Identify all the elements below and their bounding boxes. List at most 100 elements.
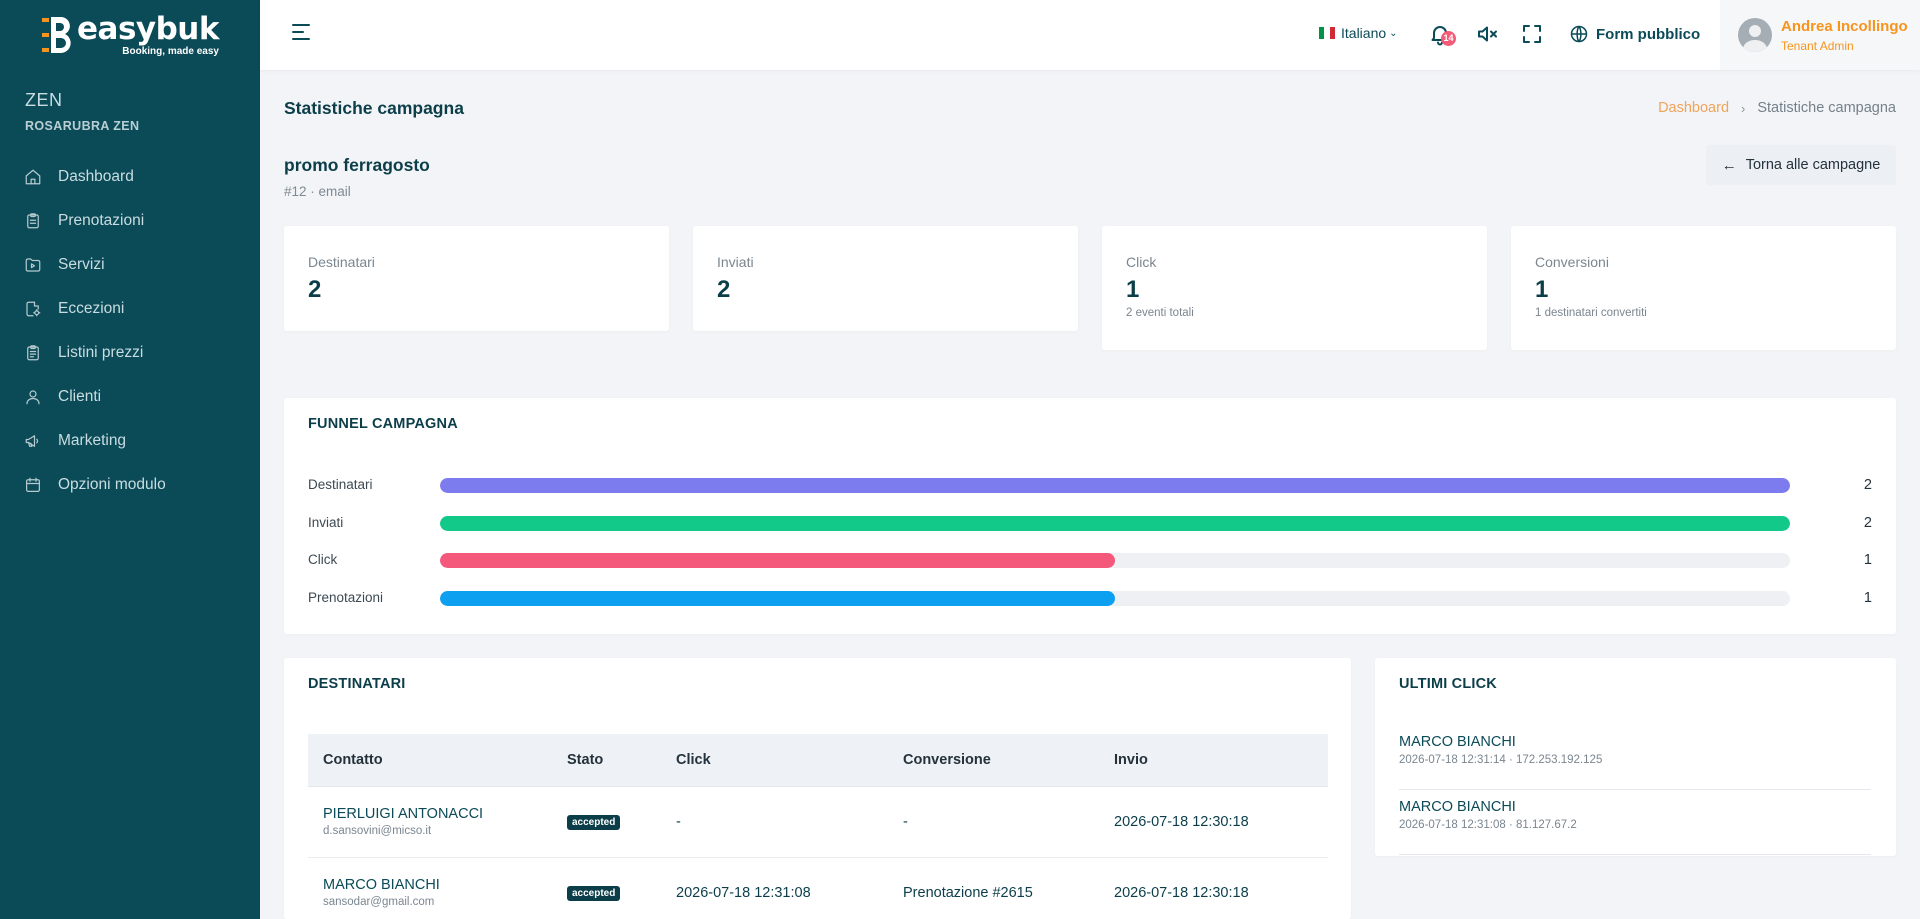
last-clicks-card: ULTIMI CLICK MARCO BIANCHI 2026-07-18 12…: [1375, 658, 1896, 856]
column-header[interactable]: Invio: [1099, 734, 1328, 787]
sidebar-item-listini-prezzi[interactable]: Listini prezzi: [0, 331, 260, 375]
sidebar-item-label: Eccezioni: [58, 300, 125, 317]
contact-name[interactable]: PIERLUIGI ANTONACCI: [323, 806, 484, 822]
contact-name[interactable]: MARCO BIANCHI: [323, 877, 440, 893]
table-row: PIERLUIGI ANTONACCI d.sansovini@micso.it…: [308, 786, 1328, 858]
column-header[interactable]: Click: [661, 734, 888, 787]
sidebar-item-marketing[interactable]: Marketing: [0, 419, 260, 463]
stat-label: Destinatari: [308, 254, 375, 270]
menu-toggle-icon[interactable]: [292, 24, 314, 46]
stat-label: Inviati: [717, 254, 754, 270]
notifications-badge: 14: [1441, 31, 1456, 46]
stat-label: Conversioni: [1535, 254, 1609, 270]
list-item: MARCO BIANCHI 2026-07-18 12:31:14 · 172.…: [1399, 732, 1871, 790]
folder-play-icon: [25, 258, 41, 272]
breadcrumb: Dashboard › Statistiche campagna: [1658, 100, 1896, 116]
sidebar-item-prenotazioni[interactable]: Prenotazioni: [0, 199, 260, 243]
column-header[interactable]: Contatto: [308, 734, 552, 787]
funnel-row-prenotazioni: Prenotazioni 1: [308, 588, 1872, 608]
funnel-value: 2: [1863, 477, 1872, 493]
brand-tagline: Booking, made easy: [122, 46, 219, 57]
sidebar-item-label: Listini prezzi: [58, 344, 144, 361]
campaign-name: promo ferragosto: [284, 155, 430, 175]
notifications-button[interactable]: 14: [1428, 22, 1456, 48]
funnel-value: 1: [1863, 590, 1872, 606]
stat-card-destinatari: Destinatari 2: [284, 226, 669, 331]
funnel-label: Prenotazioni: [308, 590, 384, 605]
stat-subtext: 1 destinatari convertiti: [1535, 307, 1647, 319]
breadcrumb-current: Statistiche campagna: [1757, 100, 1896, 116]
funnel-row-destinatari: Destinatari 2: [308, 475, 1872, 495]
sidebar-item-dashboard[interactable]: Dashboard: [0, 155, 260, 199]
sidebar-item-label: Servizi: [58, 256, 105, 273]
user-role: Tenant Admin: [1781, 38, 1854, 53]
user-name: Andrea Incollingo: [1781, 17, 1908, 35]
back-to-campaigns-button[interactable]: ← Torna alle campagne: [1706, 145, 1896, 185]
sidebar-item-label: Dashboard: [58, 168, 134, 185]
volume-mute-icon: [1478, 26, 1497, 42]
conversion-cell: -: [888, 786, 1099, 858]
megaphone-icon: [25, 435, 39, 447]
home-icon: [25, 169, 41, 185]
calendar-icon: [26, 477, 40, 492]
sidebar-item-label: Opzioni modulo: [58, 476, 166, 493]
stat-card-conversioni: Conversioni 1 1 destinatari convertiti: [1511, 226, 1896, 350]
status-cell: accepted: [552, 786, 661, 858]
column-header[interactable]: Stato: [552, 734, 661, 787]
column-header[interactable]: Conversione: [888, 734, 1099, 787]
topbar: Italiano ⌄ 14 Form pubblico Andrea Incol…: [260, 0, 1920, 70]
click-cell: -: [661, 786, 888, 858]
stat-card-inviati: Inviati 2: [693, 226, 1078, 331]
arrow-left-icon: ←: [1721, 156, 1737, 174]
funnel-bar: [440, 516, 1790, 531]
click-contact-name[interactable]: MARCO BIANCHI: [1399, 734, 1516, 750]
click-contact-name[interactable]: MARCO BIANCHI: [1399, 799, 1516, 815]
table-header-row: Contatto Stato Click Conversione Invio: [308, 734, 1328, 787]
funnel-bar: [440, 553, 1115, 568]
funnel-track: [440, 591, 1790, 606]
list-item: MARCO BIANCHI 2026-07-18 12:31:08 · 81.1…: [1399, 797, 1871, 855]
sent-cell: 2026-07-18 12:30:18: [1099, 857, 1328, 919]
user-menu[interactable]: Andrea Incollingo Tenant Admin: [1720, 0, 1920, 70]
fullscreen-button[interactable]: [1520, 22, 1546, 48]
chevron-down-icon: ⌄: [1389, 27, 1398, 39]
sidebar-item-opzioni-modulo[interactable]: Opzioni modulo: [0, 463, 260, 507]
mute-button[interactable]: [1475, 22, 1501, 48]
funnel-bar: [440, 591, 1115, 606]
clipboard-list-icon: [27, 345, 39, 361]
tenant-full-name: ROSARUBRA ZEN: [25, 119, 140, 133]
click-cell: 2026-07-18 12:31:08: [661, 857, 888, 919]
contact-cell: PIERLUIGI ANTONACCI d.sansovini@micso.it: [308, 786, 552, 858]
sidebar-item-clienti[interactable]: Clienti: [0, 375, 260, 419]
language-label: Italiano: [1341, 25, 1387, 41]
click-meta: 2026-07-18 12:31:08 · 81.127.67.2: [1399, 819, 1577, 831]
page-title: Statistiche campagna: [284, 98, 464, 118]
funnel-value: 2: [1863, 515, 1872, 531]
sidebar: easybuk Booking, made easy ZEN ROSARUBRA…: [0, 0, 260, 919]
fullscreen-icon: [1523, 25, 1541, 43]
funnel-track: [440, 553, 1790, 568]
sidebar-menu: Dashboard Prenotazioni Servizi Eccezioni…: [0, 155, 260, 507]
sidebar-item-servizi[interactable]: Servizi: [0, 243, 260, 287]
status-badge: accepted: [567, 886, 621, 901]
tenant-block: ZEN ROSARUBRA ZEN: [0, 70, 260, 133]
funnel-value: 1: [1863, 552, 1872, 568]
sidebar-item-label: Prenotazioni: [58, 212, 145, 229]
funnel-label: Click: [308, 552, 338, 567]
table-row: MARCO BIANCHI sansodar@gmail.com accepte…: [308, 857, 1328, 919]
globe-icon: [1570, 25, 1588, 43]
funnel-label: Destinatari: [308, 477, 373, 492]
logo[interactable]: easybuk Booking, made easy: [0, 0, 260, 70]
chevron-right-icon: ›: [1741, 100, 1746, 116]
sidebar-item-eccezioni[interactable]: Eccezioni: [0, 287, 260, 331]
contact-email: d.sansovini@micso.it: [323, 825, 432, 837]
funnel-title: FUNNEL CAMPAGNA: [308, 416, 458, 432]
funnel-row-inviati: Inviati 2: [308, 513, 1872, 533]
funnel-track: [440, 478, 1790, 493]
stat-subtext: 2 eventi totali: [1126, 307, 1194, 319]
breadcrumb-dashboard-link[interactable]: Dashboard: [1658, 100, 1730, 116]
public-form-link[interactable]: Form pubblico: [1569, 24, 1700, 44]
avatar: [1738, 18, 1772, 52]
conversion-cell: Prenotazione #2615: [888, 857, 1099, 919]
language-selector[interactable]: Italiano ⌄: [1319, 25, 1398, 41]
